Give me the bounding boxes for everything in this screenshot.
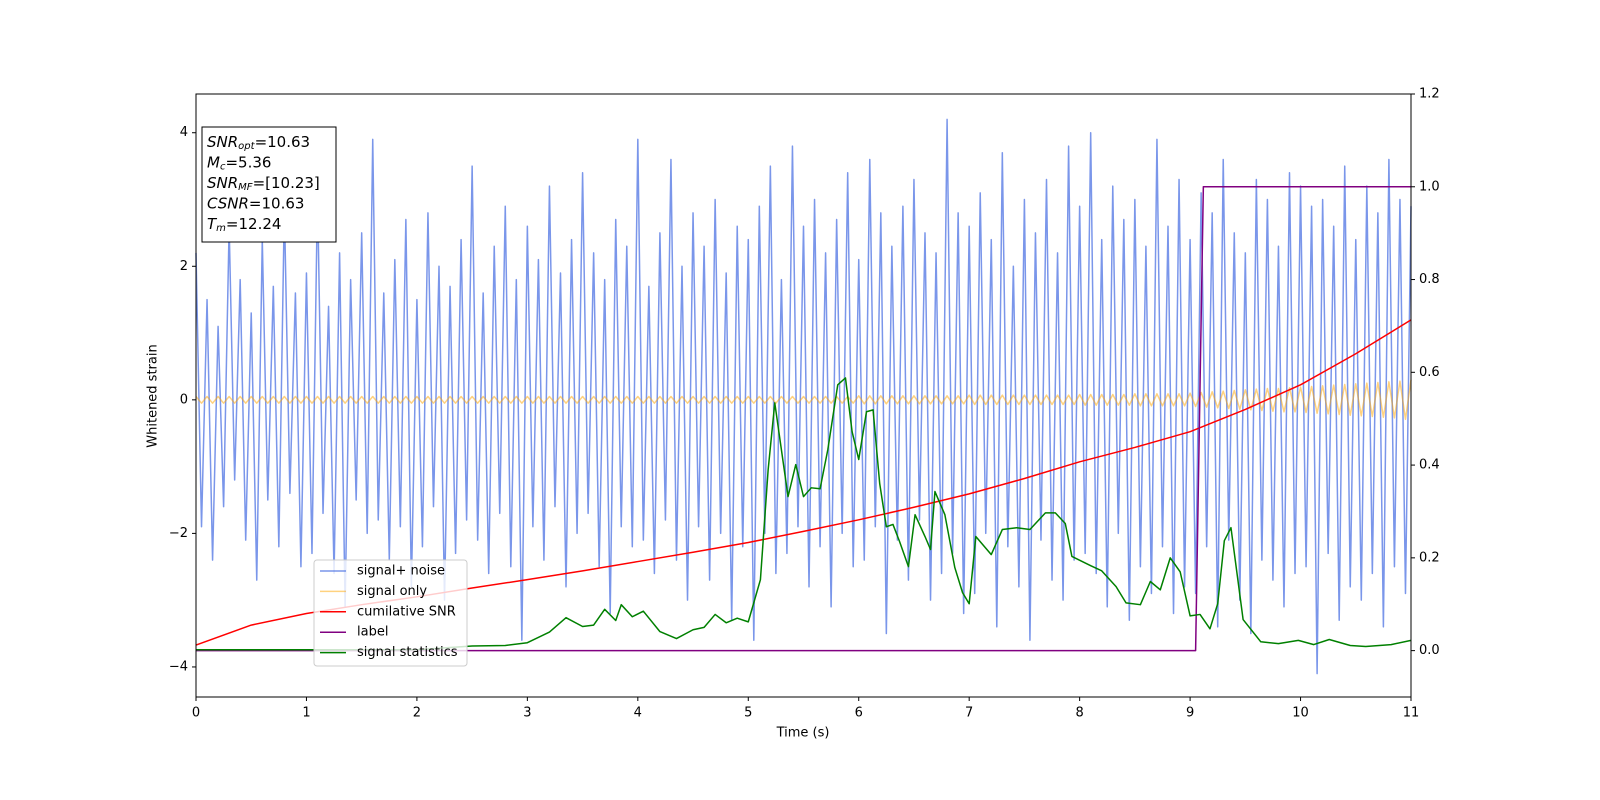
x-tick-label: 0 <box>192 706 200 721</box>
annotation-name: CSNR <box>207 194 249 212</box>
y-tick-label: −2 <box>169 526 188 541</box>
x-tick-label: 10 <box>1292 706 1309 721</box>
y2-tick-label: 0.8 <box>1419 272 1440 287</box>
annotation: SNRopt=10.63 <box>207 133 310 153</box>
annotation-name: SNR <box>207 174 238 192</box>
annotation-subscript: m <box>216 223 226 234</box>
series-line <box>196 377 1412 651</box>
series-line <box>196 186 1411 652</box>
x-tick-label: 3 <box>523 706 531 721</box>
y2-tick-label: 1.2 <box>1419 87 1440 102</box>
annotation-name: M <box>207 153 220 171</box>
y2-tick-label: 0.4 <box>1419 458 1440 473</box>
series-line <box>195 118 1412 675</box>
y-tick-label: 2 <box>180 259 188 274</box>
x-tick-label: 4 <box>634 706 642 721</box>
annotation-frame <box>201 126 337 243</box>
annotation-name: SNR <box>207 133 238 151</box>
legend: signal+ noise signal only cumilative SNR la… <box>313 559 468 667</box>
legend-label: signal only <box>357 584 427 599</box>
annotation-subscript: MF <box>238 182 253 193</box>
x-tick-label: 6 <box>855 706 863 721</box>
annotation-box: SNRopt=10.63Mc=5.36SNRMF=[10.23]CSNR=10.… <box>201 126 337 243</box>
annotation: SNRMF=[10.23] <box>207 174 320 194</box>
x-tick-label: 5 <box>744 706 752 721</box>
y2-tick-label: 0.2 <box>1419 550 1440 565</box>
y-tick-label: 0 <box>180 392 188 407</box>
annotation-subscript: opt <box>238 141 255 152</box>
legend-label: signal statistics <box>357 645 458 660</box>
x-axis-label: Time (s) <box>776 726 830 741</box>
annotation: Mc=5.36 <box>207 153 271 173</box>
annotation: CSNR=10.63 <box>207 194 304 212</box>
annotation-value: =[10.23] <box>253 174 320 192</box>
y-tick-label: 4 <box>180 125 188 140</box>
x-tick-label: 2 <box>413 706 421 721</box>
annotation-value: =12.24 <box>226 215 282 233</box>
annotation-value: =10.63 <box>249 194 305 212</box>
legend-label: label <box>357 625 388 640</box>
annotation: Tm=12.24 <box>207 215 281 235</box>
x-tick-label: 11 <box>1403 706 1420 721</box>
annotation-value: =5.36 <box>225 153 271 171</box>
y2-tick-label: 0.6 <box>1419 365 1440 380</box>
y-axis-label: Whitened strain <box>146 344 161 447</box>
legend-label: cumilative SNR <box>357 604 456 619</box>
y-tick-label: −4 <box>169 659 188 674</box>
annotation-name: T <box>207 215 218 233</box>
legend-frame <box>313 559 468 667</box>
annotation-value: =10.63 <box>255 133 311 151</box>
x-tick-label: 8 <box>1075 706 1083 721</box>
series-line <box>195 379 1412 420</box>
legend-label: signal+ noise <box>357 564 445 579</box>
x-tick-label: 7 <box>965 706 973 721</box>
x-tick-label: 1 <box>302 706 310 721</box>
x-tick-label: 9 <box>1186 706 1194 721</box>
annotation-subscript: c <box>220 162 226 173</box>
y2-tick-label: 1.0 <box>1419 179 1440 194</box>
y2-tick-label: 0.0 <box>1419 643 1440 658</box>
axes-frame <box>195 93 1412 698</box>
